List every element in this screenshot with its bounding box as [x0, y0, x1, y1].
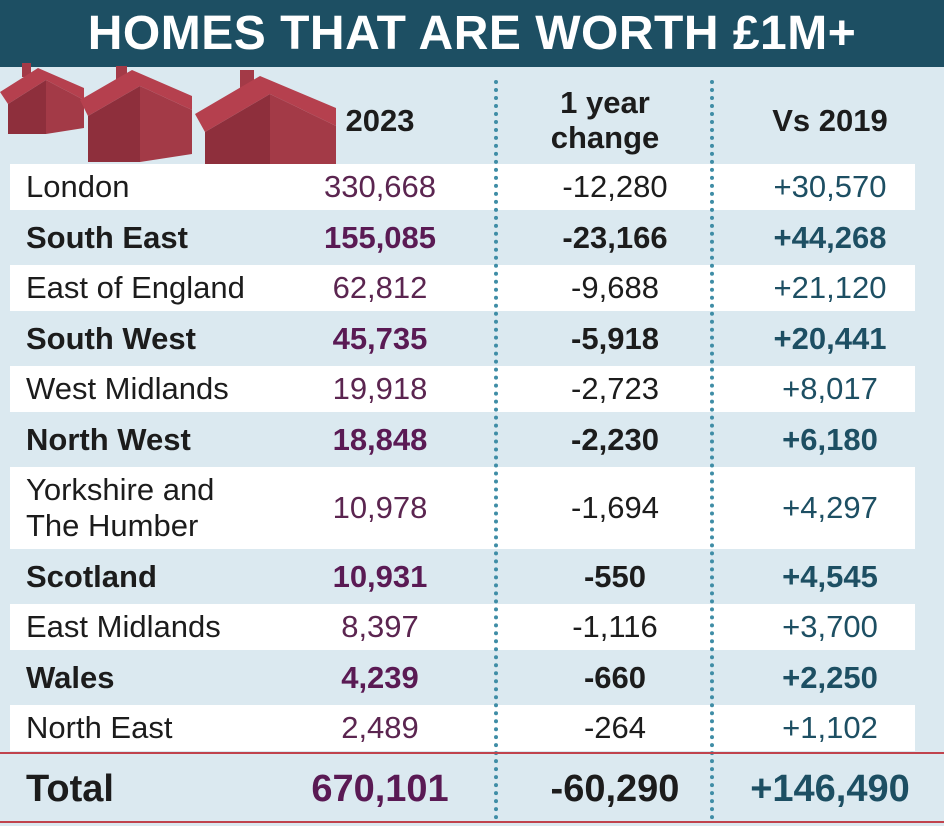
region-label: North West [26, 421, 191, 457]
value-1-year-change: -1,694 [571, 490, 659, 525]
value-1-year-change: -9,688 [571, 270, 659, 305]
table-row: East of England 62,812 -9,688 +21,120 [10, 265, 915, 311]
value-2023: 19,918 [332, 371, 428, 406]
table-row: Wales 4,239 -660 +2,250 [10, 655, 915, 701]
value-1-year-change: -2,230 [571, 421, 659, 457]
value-1-year-change: -264 [583, 710, 647, 745]
value-vs-2019: +2,250 [782, 659, 878, 695]
value-vs-2019: +6,180 [782, 421, 878, 457]
column-header-1-year-change: 1 year change [550, 85, 660, 155]
value-2023: 10,931 [332, 558, 428, 594]
table-row: North West 18,848 -2,230 +6,180 [10, 417, 915, 463]
value-2023: 8,397 [341, 609, 419, 644]
value-vs-2019: +4,545 [782, 558, 878, 594]
region-label: Scotland [26, 558, 157, 594]
table-row: South West 45,735 -5,918 +20,441 [10, 316, 915, 362]
region-label: North East [26, 710, 173, 745]
value-1-year-change: -12,280 [562, 169, 668, 204]
total-1-year-change: -60,290 [550, 767, 680, 810]
value-1-year-change: -1,116 [572, 609, 658, 644]
value-2023: 155,085 [323, 219, 437, 255]
value-1-year-change: -5,918 [571, 320, 659, 356]
region-label: Wales [26, 659, 115, 695]
value-2023: 2,489 [341, 710, 419, 745]
value-1-year-change: -550 [583, 558, 647, 594]
value-2023: 4,239 [341, 659, 419, 695]
column-divider [494, 80, 498, 820]
value-vs-2019: +21,120 [773, 270, 887, 305]
value-2023: 330,668 [323, 169, 437, 204]
chart-title: HOMES THAT ARE WORTH £1M+ [0, 0, 944, 67]
value-vs-2019: +30,570 [773, 169, 887, 204]
value-2023: 18,848 [332, 421, 428, 457]
value-2023: 62,812 [332, 270, 428, 305]
value-vs-2019: +4,297 [782, 490, 878, 525]
region-label: West Midlands [26, 371, 229, 406]
column-header-vs-2019: Vs 2019 [772, 102, 888, 138]
value-vs-2019: +20,441 [773, 320, 887, 356]
table-row: London 330,668 -12,280 +30,570 [10, 164, 915, 210]
column-divider [710, 80, 714, 820]
house-icon [80, 66, 192, 162]
total-row: Total 670,101 -60,290 +146,490 [10, 760, 915, 818]
total-bottom-rule [0, 821, 944, 823]
value-vs-2019: +8,017 [782, 371, 878, 406]
total-vs-2019: +146,490 [750, 767, 910, 810]
table-row: South East 155,085 -23,166 +44,268 [10, 215, 915, 261]
value-2023: 10,978 [332, 490, 428, 525]
value-1-year-change: -23,166 [562, 219, 668, 255]
region-label: East of England [26, 270, 245, 305]
region-label: South East [26, 219, 188, 255]
value-vs-2019: +3,700 [782, 609, 878, 644]
total-label: Total [26, 768, 114, 810]
table-row: East Midlands 8,397 -1,116 +3,700 [10, 604, 915, 650]
table-row: North East 2,489 -264 +1,102 [10, 705, 915, 751]
table-row: Yorkshire and The Humber 10,978 -1,694 +4,2… [10, 467, 915, 549]
table-row: Scotland 10,931 -550 +4,545 [10, 554, 915, 600]
value-1-year-change: -2,723 [571, 371, 659, 406]
house-icon [0, 63, 84, 134]
value-vs-2019: +44,268 [773, 219, 887, 255]
region-label: South West [26, 320, 196, 356]
region-label: Yorkshire and The Humber [26, 472, 215, 543]
region-label: East Midlands [26, 609, 221, 644]
value-2023: 45,735 [332, 320, 428, 356]
table-row: West Midlands 19,918 -2,723 +8,017 [10, 366, 915, 412]
region-label: London [26, 169, 130, 204]
total-2023: 670,101 [311, 767, 449, 810]
value-vs-2019: +1,102 [782, 710, 878, 745]
value-1-year-change: -660 [583, 659, 647, 695]
total-top-rule [0, 752, 944, 754]
column-header-2023: 2023 [345, 102, 415, 138]
